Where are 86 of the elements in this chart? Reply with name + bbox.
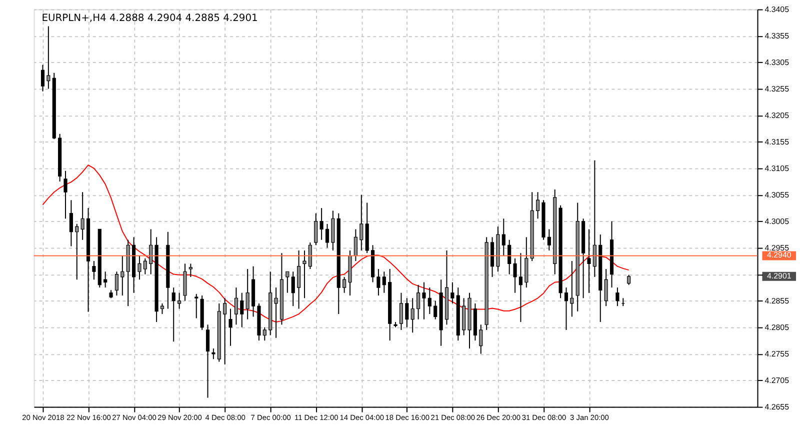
candlestick [92,260,96,280]
y-tick-label: 4.3055 [764,190,790,200]
candlestick [120,255,124,296]
candlestick [518,252,523,322]
candlestick [46,26,50,90]
y-tick-label: 4.3355 [764,31,790,40]
candlestick [234,287,238,326]
candlestick [114,271,119,296]
candlestick [212,348,216,360]
candlestick [291,271,295,307]
candlestick [479,324,483,354]
candlestick [308,242,312,270]
candlestick [508,239,512,275]
candlestick [570,260,574,318]
candlestick [428,287,432,315]
candlestick [524,236,528,288]
candlestick [331,210,335,251]
candlestick [188,263,192,278]
candlestick [274,287,278,338]
candlestick [399,292,404,330]
candlestick [240,292,244,328]
candlestick [228,308,232,346]
y-tick-label: 4.3305 [764,58,790,67]
candlestick [320,208,324,240]
y-tick-label: 4.2805 [764,322,790,332]
y-tick-label: 4.2705 [764,376,790,385]
candlestick [342,276,346,294]
candlestick [450,282,454,304]
candlestick [69,200,73,247]
candlestick [604,268,608,307]
ref-line-label: 4.2940 [766,250,792,260]
candlestick [178,292,182,310]
candlestick [104,271,108,288]
y-tick-label: 4.2955 [764,243,790,252]
candlestick [536,192,540,220]
candlestick [160,302,164,315]
candlestick [80,192,84,240]
candlestick [382,271,386,294]
candlestick [360,194,364,251]
y-tick-label: 4.3205 [764,110,790,120]
candlestick [246,268,250,320]
candlestick [302,250,306,299]
candlestick [616,287,620,307]
y-tick-label: 4.3105 [764,164,790,173]
candlestick [547,228,551,251]
candlestick [149,228,153,275]
candlestick [410,298,414,334]
candlestick [592,160,596,278]
candlestick [354,228,358,262]
candlestick [416,284,420,320]
y-tick-label: 4.3005 [764,216,790,226]
y-tick-label: 4.3155 [764,137,790,146]
candlestick [376,268,380,296]
candlestick [513,258,517,294]
candlestick [286,271,290,294]
y-tick-label: 4.3255 [764,84,790,94]
candlestick [564,287,568,330]
chart-title: EURPLN+,H4 4.2888 4.2904 4.2885 4.2901 [42,13,258,24]
candlestick [183,263,187,302]
candlestick [262,326,266,342]
candlestick [172,287,176,342]
text: 4.2901 [766,271,792,280]
candlestick [297,250,301,310]
candlestick [325,223,330,248]
candlestick [223,298,227,365]
candlestick [206,324,210,398]
y-tick-label: 4.2655 [764,402,790,412]
candlestick [194,293,198,319]
candlestick [587,228,591,294]
candlestick [314,212,318,246]
candlestick [75,223,79,280]
candlestick [462,298,466,336]
y-tick-label: 4.2855 [764,296,790,306]
candlestick [422,282,426,320]
y-tick-label: 4.2755 [764,349,790,358]
candlestick [502,218,506,256]
y-tick-label: 4.3405 [764,4,790,14]
candlestick [138,255,142,280]
candlestick [40,64,45,92]
line-series [42,164,630,322]
candlestick [143,258,147,275]
candlestick [490,236,494,278]
candlestick [627,274,631,286]
candlestick [434,300,438,320]
candlestick [405,298,409,328]
candlestick [64,170,68,220]
